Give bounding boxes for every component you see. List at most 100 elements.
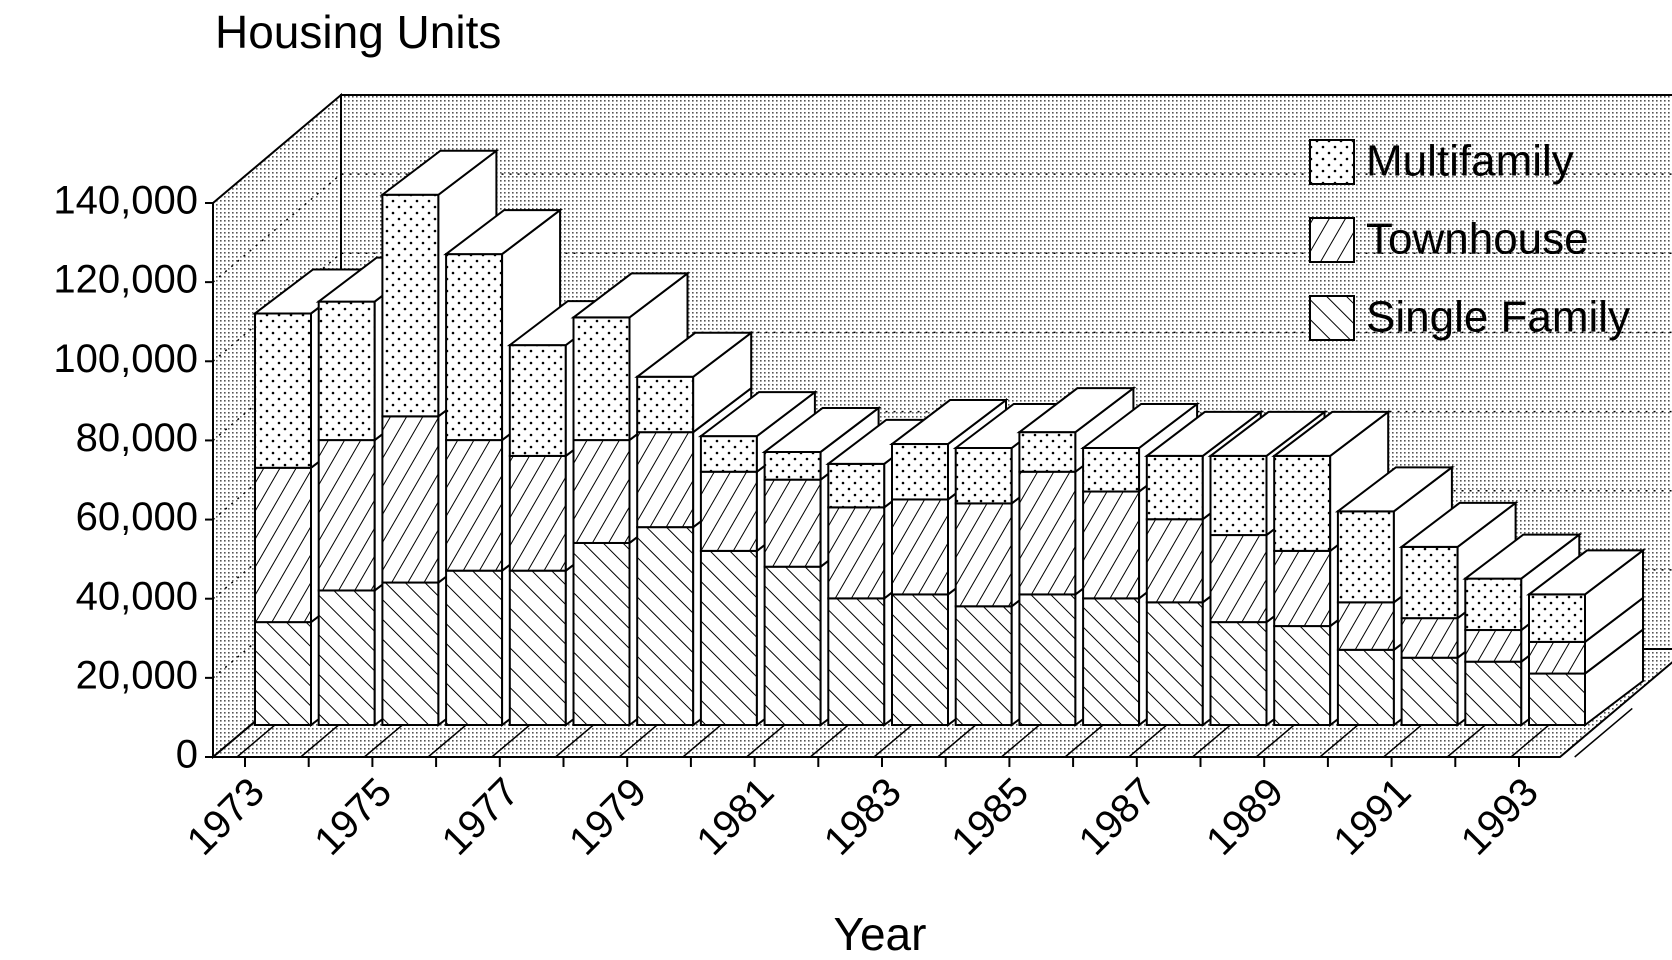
bar-segment: [1209, 534, 1268, 624]
bar-top: [1016, 387, 1137, 434]
bar-segment: [445, 569, 504, 727]
bar-segment: [1528, 672, 1586, 726]
bar-segment: [891, 498, 949, 596]
bar-segment: [1273, 549, 1332, 628]
legend-label: Multifamily: [1366, 137, 1574, 186]
bar-segment: [827, 597, 886, 726]
bar-segment: [954, 605, 1013, 726]
bar-segment: [508, 344, 567, 457]
y-tick-label: 0: [176, 733, 198, 777]
bar-segment: [1273, 454, 1332, 552]
y-tick-label: 100,000: [53, 337, 198, 381]
bar-top: [1080, 403, 1201, 449]
bar-segment: [1209, 454, 1268, 537]
bar-top: [1334, 466, 1455, 513]
bar-segment: [1145, 518, 1204, 604]
x-tick-label: 1983: [816, 770, 910, 864]
x-tick-label: 1973: [179, 770, 273, 864]
bar-segment: [1145, 454, 1204, 521]
x-tick-label: 1975: [306, 770, 400, 864]
x-tick-label: 1993: [1453, 770, 1547, 864]
chart-title: Housing Units: [215, 6, 501, 58]
bar-segment: [954, 447, 1013, 505]
bar-segment: [891, 443, 949, 501]
bar-segment: [254, 621, 312, 726]
bar-segment: [1082, 490, 1141, 600]
y-tick-label: 80,000: [76, 416, 198, 460]
y-tick-label: 120,000: [53, 258, 198, 302]
x-tick-label: 1987: [1071, 770, 1165, 864]
bar-segment: [763, 450, 822, 481]
bar-top: [1271, 410, 1392, 457]
bar-segment: [699, 435, 758, 473]
bar-segment: [636, 375, 695, 434]
bar-segment: [317, 439, 376, 592]
bar-segment: [636, 431, 695, 529]
legend-swatch: [1309, 139, 1355, 185]
x-tick-label: 1989: [1198, 770, 1292, 864]
bar-segment: [1209, 621, 1268, 726]
bar-segment: [1082, 447, 1141, 493]
bar-segment: [827, 462, 886, 509]
x-tick-label: 1981: [688, 770, 782, 864]
bar-segment: [1018, 431, 1077, 473]
floor-divider: [1574, 707, 1633, 758]
bar-segment: [1528, 640, 1586, 675]
bar-segment: [572, 541, 631, 726]
bar-segment: [445, 253, 504, 442]
bar-segment: [1464, 577, 1523, 632]
legend-swatch: [1309, 217, 1355, 263]
bar-segment: [699, 470, 758, 552]
legend-label: Townhouse: [1366, 215, 1589, 264]
bar-segment: [1336, 648, 1395, 726]
bar-top: [1398, 501, 1519, 548]
x-tick-label: 1977: [434, 770, 528, 864]
bar-top: [761, 406, 882, 453]
x-tick-label: 1991: [1325, 770, 1419, 864]
bar-segment: [1336, 601, 1395, 651]
bar-segment: [1018, 470, 1077, 596]
x-tick-label: 1985: [943, 770, 1037, 864]
bar-segment: [763, 478, 822, 568]
legend-swatch: [1309, 295, 1355, 341]
bar-segment: [1145, 601, 1204, 726]
bar-segment: [572, 439, 631, 544]
bar-top: [379, 149, 500, 196]
bar-segment: [1336, 510, 1395, 604]
bar-segment: [1400, 545, 1459, 620]
bar-segment: [1082, 597, 1141, 726]
grid-line: [212, 173, 1672, 283]
bar-top: [889, 399, 1009, 446]
bar-segment: [508, 454, 567, 572]
bar-segment: [763, 565, 822, 727]
bar-segment: [1464, 660, 1523, 727]
bar-segment: [317, 300, 376, 442]
grid-line: [212, 331, 1672, 442]
grid-line: [212, 252, 1672, 362]
legend-label: Single Family: [1366, 293, 1630, 342]
bar-segment: [317, 589, 376, 727]
bar-segment: [381, 193, 440, 418]
bar-top: [1462, 533, 1583, 580]
bar-top: [1207, 410, 1328, 457]
bar-top: [570, 272, 691, 319]
x-axis-label: Year: [834, 908, 927, 960]
bar-segment: [254, 312, 312, 469]
bar-segment: [508, 569, 567, 727]
bar-segment: [827, 506, 886, 600]
bar-segment: [445, 439, 504, 572]
bar-segment: [1400, 656, 1459, 727]
bar-segment: [572, 316, 631, 442]
plot: [205, 92, 1672, 767]
bar-segment: [254, 466, 312, 624]
y-tick-label: 140,000: [53, 179, 198, 223]
bar-top: [1143, 410, 1264, 457]
grid-line: [212, 94, 1672, 204]
bar-top: [697, 391, 818, 438]
bar-segment: [699, 549, 758, 727]
y-tick-label: 20,000: [76, 653, 198, 697]
x-tick-label: 1979: [561, 770, 655, 864]
bar-top: [1526, 549, 1646, 596]
bar-segment: [381, 415, 440, 584]
